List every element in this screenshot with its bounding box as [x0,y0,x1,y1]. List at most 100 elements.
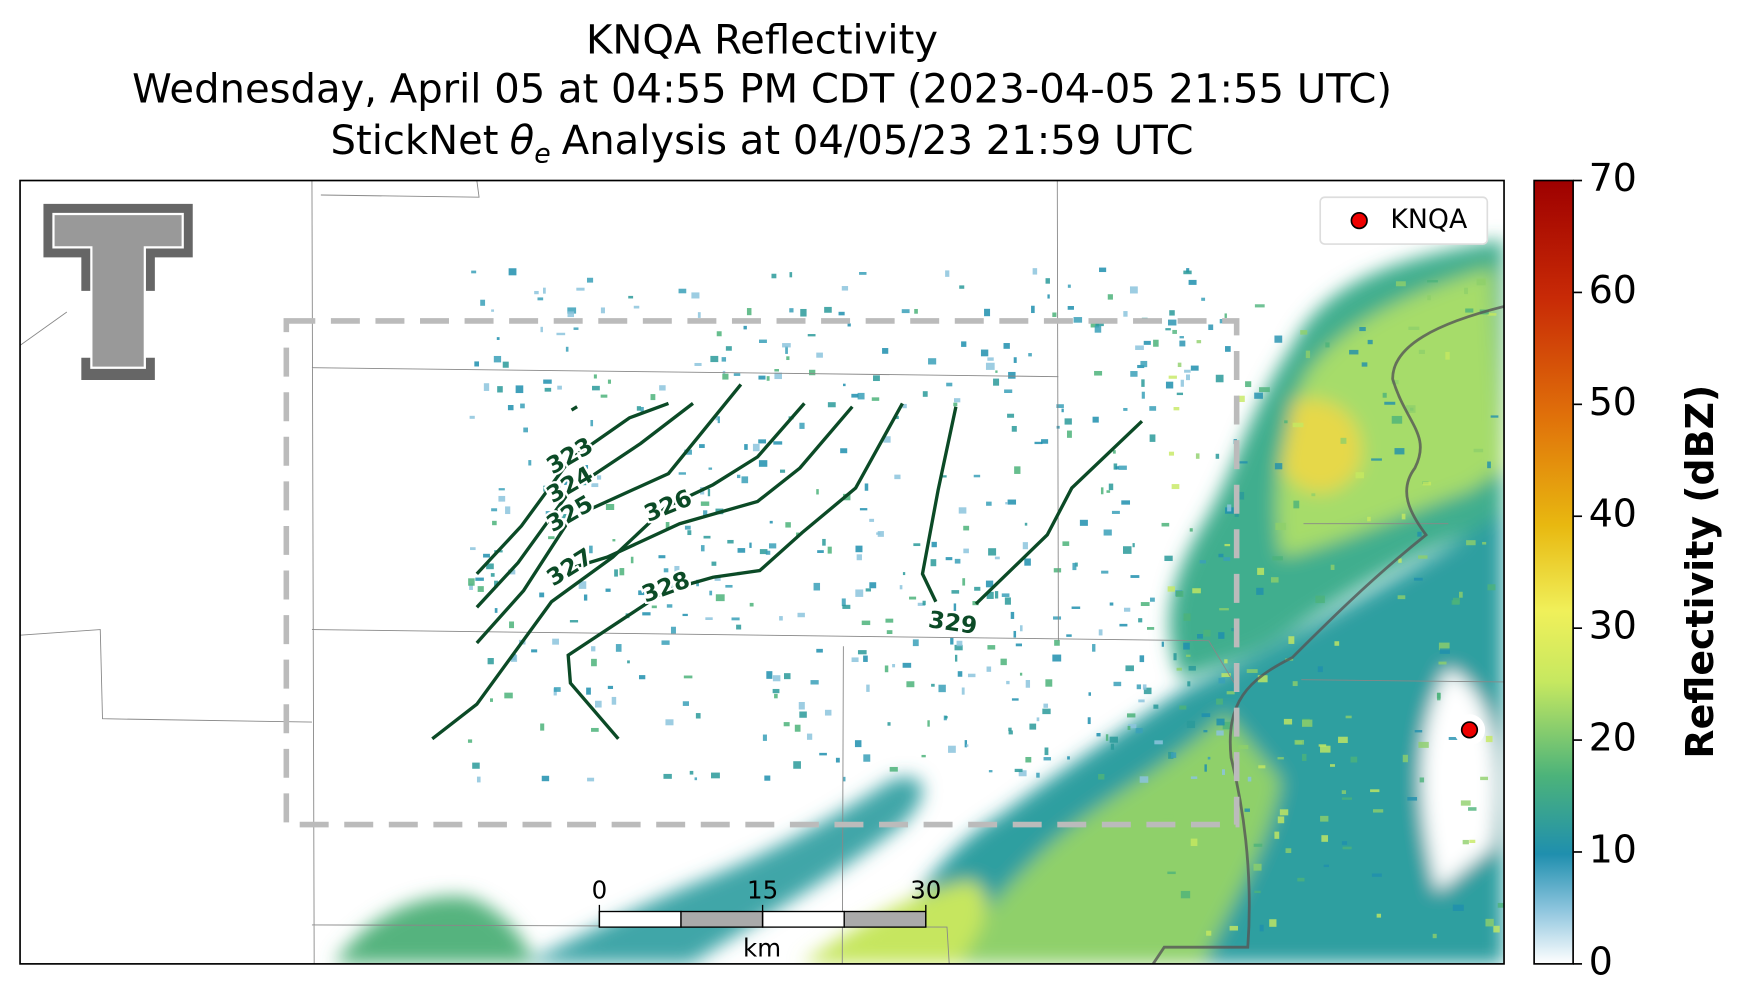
radar-speck [1019,672,1023,676]
radar-speck [1053,616,1062,620]
ttu-logo [41,201,195,383]
radar-speck [494,608,498,613]
radar-speck [1334,641,1340,646]
radar-speck [1465,308,1474,313]
radar-speck [722,373,729,380]
radar-speck [950,637,954,645]
scale-segment [680,910,764,928]
radar-speck [772,675,781,682]
radar-speck [842,776,846,782]
radar-speck [651,605,657,609]
radar-speck [543,379,552,384]
radar-speck [640,406,644,414]
radar-speck [1143,340,1151,345]
radar-speck [1013,357,1017,363]
radar-speck [587,777,595,782]
radar-speck [1176,392,1184,396]
radar-speck [909,596,917,600]
radar-speck [1451,600,1460,605]
radar-speck [1139,655,1145,663]
radar-speck [1185,374,1190,381]
radar-speck [967,673,976,678]
radar-speck [1293,500,1300,509]
radar-speck [1053,568,1062,573]
contour-line [475,402,694,609]
radar-speck [565,346,569,352]
radar-speck [638,590,645,596]
radar-speck [851,393,859,398]
radar-speck [1032,268,1038,275]
radar-speck [855,589,864,597]
radar-speck [1008,727,1012,732]
radar-speck [995,370,998,373]
radar-speck [1201,713,1211,718]
radar-speck [1438,661,1447,665]
radar-speck [548,536,555,540]
radar-speck [1018,770,1027,777]
radar-speck [1132,543,1135,548]
radar-speck [1238,395,1245,402]
radar-speck [1226,691,1235,695]
radar-speck [1254,304,1265,308]
radar-speck [490,698,493,702]
radar-speck [1394,448,1405,455]
radar-speck [824,709,832,716]
radar-speck [1246,669,1258,673]
radar-speck [1110,743,1115,750]
radar-speck [1485,735,1493,743]
radar-speck [502,361,509,368]
radar-speck [1207,756,1211,760]
radar-speck [913,543,921,547]
radar-speck [782,343,791,348]
radar-speck [1238,745,1249,750]
contour-line [475,383,743,645]
radar-speck [1067,306,1074,310]
radar-speck [528,460,532,466]
radar-speck [876,532,881,535]
radar-speck [586,687,591,695]
radar-speck [816,352,823,358]
radar-speck [1274,463,1283,470]
radar-speck [883,436,891,443]
radar-speck [1140,602,1150,607]
radar-speck [665,522,670,529]
radar-speck [921,754,926,758]
radar-speck [1204,764,1207,772]
radar-speck [941,475,947,478]
scale-tick-label: 30 [910,875,941,904]
radar-speck [666,582,673,590]
radar-speck [694,362,702,366]
radar-speck [540,723,545,731]
radar-speck [611,696,617,705]
radar-speck [1487,584,1496,591]
radar-speck [600,394,608,398]
radar-speck [1432,933,1437,939]
radar-speck [817,550,824,553]
radar-speck [1118,465,1127,470]
radar-speck [1323,864,1329,868]
radar-speck [889,766,898,772]
radar-speck [597,475,602,480]
radar-speck [520,403,525,409]
radar-speck [892,664,896,668]
radar-speck [666,604,673,608]
radar-speck [1391,415,1403,424]
radar-speck [1258,765,1266,769]
radar-speck [774,372,782,380]
radar-speck [1066,634,1072,637]
radar-speck [744,444,748,450]
scale-segment [761,910,845,928]
radar-speck [1325,342,1330,348]
radar-speck [1088,692,1092,696]
radar-speck [1215,374,1224,383]
scale-bar: km 0 15 30 [592,875,942,962]
radar-speck [1395,281,1406,287]
radar-speck [590,419,594,427]
radar-speck [1229,925,1239,931]
radar-speck [914,308,918,314]
radar-speck [1297,877,1305,882]
radar-speck [539,592,545,598]
radar-speck [1466,540,1476,546]
radar-speck [1201,297,1206,301]
radar-speck [1007,499,1017,505]
